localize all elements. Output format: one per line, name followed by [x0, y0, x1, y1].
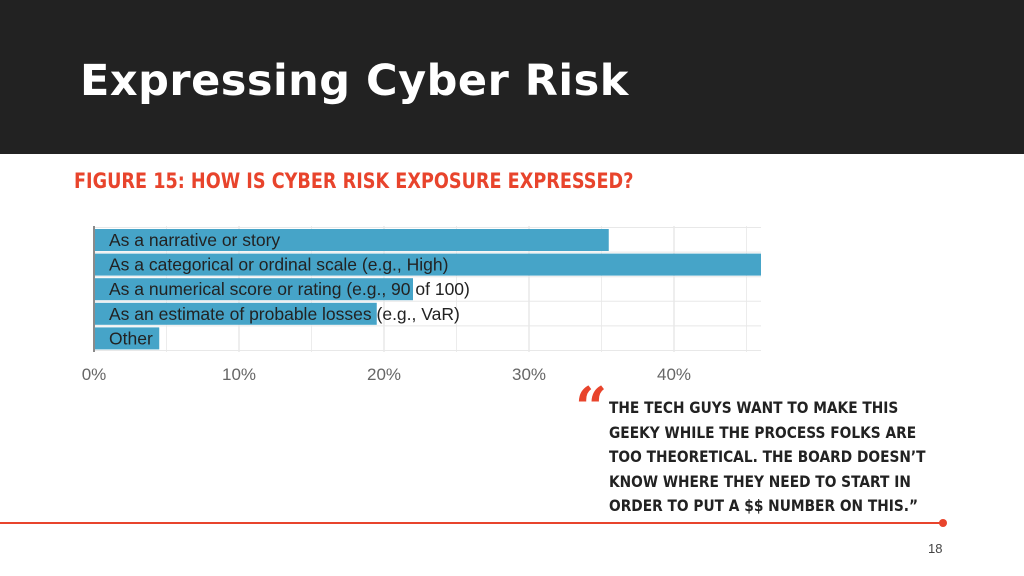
footer-divider	[0, 522, 942, 524]
x-tick-label: 30%	[512, 365, 546, 384]
category-label: As a numerical score or rating (e.g., 90…	[109, 279, 470, 299]
bar	[94, 278, 413, 301]
x-tick-label: 10%	[222, 365, 256, 384]
bar	[94, 327, 160, 350]
page-number: 18	[928, 541, 943, 556]
category-label: As a categorical or ordinal scale (e.g.,…	[109, 255, 448, 275]
x-tick-label: 0%	[82, 365, 107, 384]
category-label: Other	[109, 328, 153, 348]
bar	[94, 253, 761, 276]
slide-header	[0, 0, 1024, 154]
x-tick-label: 20%	[367, 365, 401, 384]
figure-title: FIGURE 15: HOW IS CYBER RISK EXPOSURE EX…	[74, 169, 634, 193]
quote-mark-icon: “	[575, 375, 608, 441]
category-label: As a narrative or story	[109, 230, 280, 250]
bar	[94, 229, 609, 251]
x-tick-label: 40%	[657, 365, 691, 384]
bar	[94, 302, 377, 325]
footer-dot	[939, 519, 947, 527]
quote-text: THE TECH GUYS WANT TO MAKE THIS GEEKY WH…	[609, 398, 926, 515]
slide-title: Expressing Cyber Risk	[80, 56, 629, 106]
category-label: As an estimate of probable losses (e.g.,…	[109, 304, 460, 324]
